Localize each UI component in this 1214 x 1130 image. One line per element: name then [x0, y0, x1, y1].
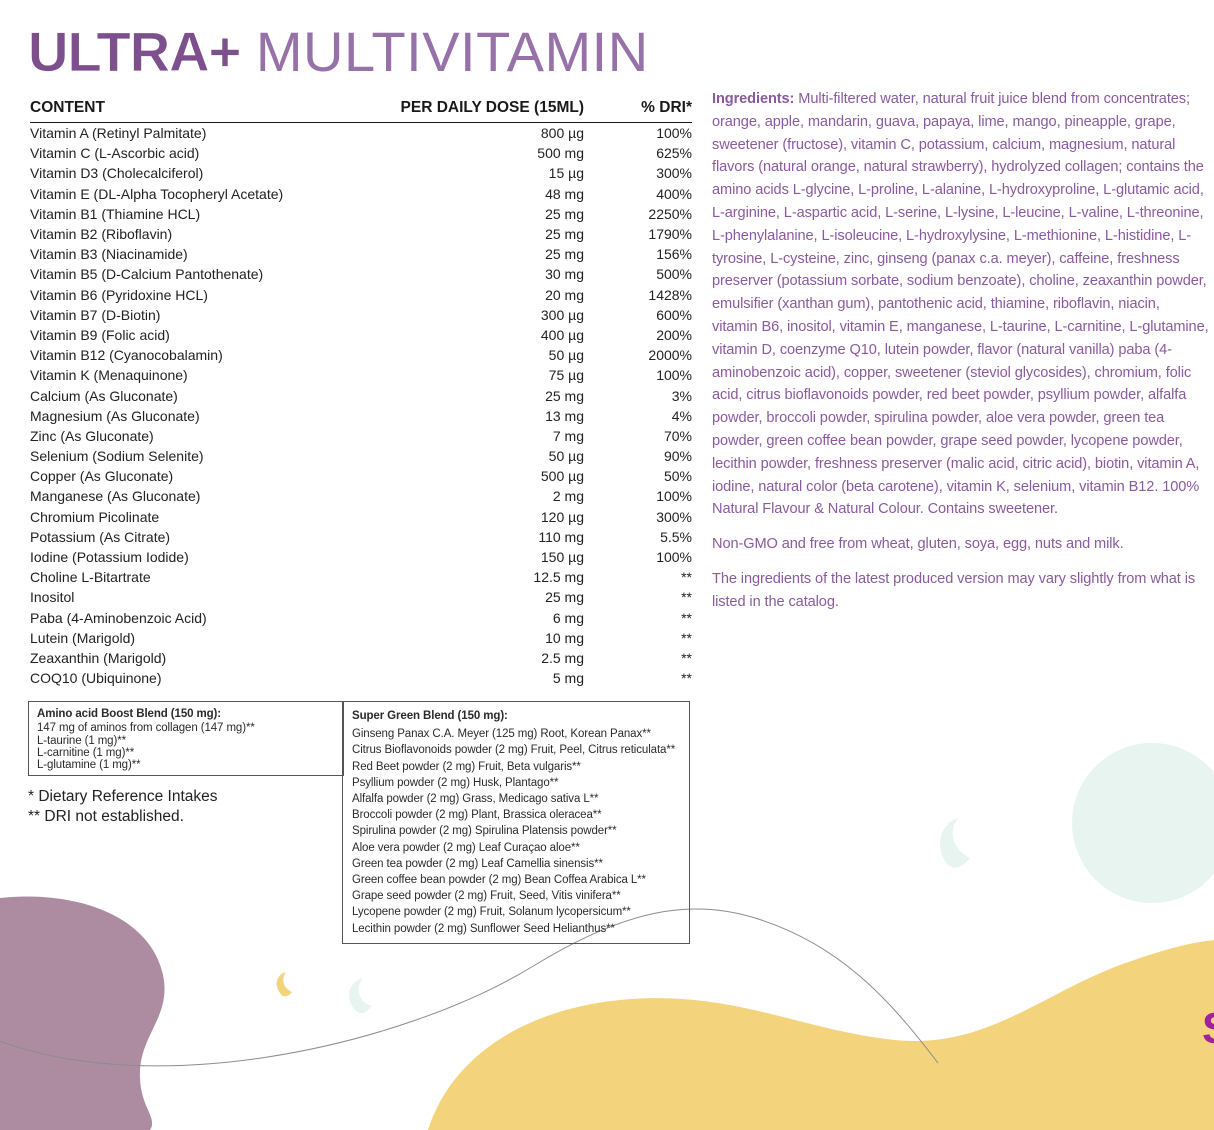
svg-text:S: S: [1202, 1004, 1214, 1053]
